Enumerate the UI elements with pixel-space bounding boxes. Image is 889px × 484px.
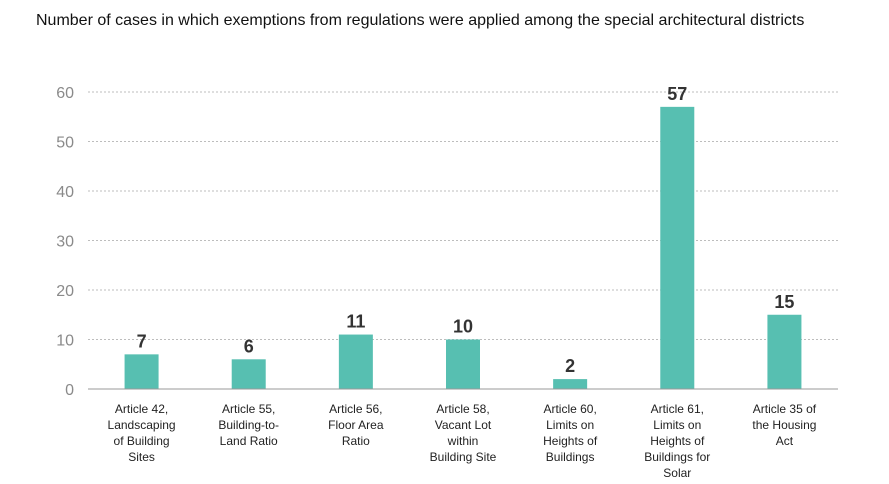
x-tick-label: Article 35 of the Housing Act <box>729 401 839 449</box>
y-tick-label: 10 <box>56 333 74 350</box>
x-tick-label-line: Landscaping <box>107 418 176 432</box>
bars <box>124 106 802 389</box>
x-tick-label-line: Sites <box>128 450 155 464</box>
data-label: 11 <box>346 312 365 332</box>
x-tick-label-line: Buildings <box>545 450 595 464</box>
bar <box>553 379 588 389</box>
x-tick-label: Article 58, Vacant Lot within Building Site <box>408 401 518 465</box>
x-tick-label-line: Article 55, <box>222 402 276 416</box>
chart-title: Number of cases in which exemptions from… <box>36 12 805 29</box>
x-tick-label: Article 61, Limits on Heights of Buildings … <box>622 401 732 481</box>
x-tick-label-line: Heights of <box>543 434 598 448</box>
data-label: 2 <box>565 356 575 376</box>
bar <box>124 354 159 389</box>
x-tick-label-line: Article 42, <box>114 402 169 416</box>
x-tick-label-line: of Building <box>113 434 170 448</box>
data-label: 10 <box>453 317 473 337</box>
y-tick-label: 40 <box>56 184 74 201</box>
data-label: 6 <box>244 336 254 356</box>
x-tick-label-line: Building Site <box>429 450 497 464</box>
x-tick-label-line: Heights of <box>650 434 705 448</box>
x-tick-label-line: the Housing <box>752 418 817 432</box>
x-tick-label-line: Article 61, <box>650 402 704 416</box>
x-tick-label-line: Buildings for <box>644 450 711 464</box>
x-tick-label-line: Land Ratio <box>219 434 278 448</box>
data-label: 7 <box>137 331 147 351</box>
x-tick-label-line: Article 58, <box>436 402 490 416</box>
gridlines <box>88 91 838 340</box>
y-tick-label: 60 <box>56 85 74 102</box>
x-tick-label-line: Limits on <box>546 418 595 432</box>
bar <box>231 359 266 389</box>
bar <box>660 106 695 389</box>
bar <box>767 314 802 389</box>
x-tick-label-line: Ratio <box>341 434 370 448</box>
y-tick-label: 50 <box>56 135 74 152</box>
x-tick-label: Article 42, Landscaping of Building Sites <box>87 401 197 465</box>
x-tick-label-line: Act <box>775 434 794 448</box>
x-tick-label: Article 55, Building-to- Land Ratio <box>194 401 304 449</box>
bar <box>338 334 373 389</box>
x-tick-label-line: Article 60, <box>543 402 597 416</box>
x-tick-label-line: Floor Area <box>328 418 384 432</box>
x-tick-label-line: Article 35 of <box>752 402 817 416</box>
x-tick-label-line: Article 56, <box>329 402 383 416</box>
x-tick-label-line: Vacant Lot <box>434 418 492 432</box>
x-tick-label-line: Solar <box>663 466 692 480</box>
y-axis-ticks: 0 10 20 30 40 50 60 <box>56 85 74 399</box>
data-label: 15 <box>774 292 794 312</box>
x-tick-label: Article 60, Limits on Heights of Buildings <box>515 401 625 465</box>
data-label: 57 <box>667 84 687 104</box>
y-tick-label: 30 <box>56 234 74 251</box>
x-tick-label: Article 56, Floor Area Ratio <box>301 401 411 449</box>
x-tick-label-line: within <box>447 434 479 448</box>
bar <box>446 339 480 389</box>
y-tick-label: 0 <box>65 382 74 399</box>
x-tick-label-line: Building-to- <box>218 418 280 432</box>
x-tick-label-line: Limits on <box>653 418 702 432</box>
y-tick-label: 20 <box>56 283 74 300</box>
data-labels: 7 6 11 10 2 57 15 <box>137 84 795 376</box>
